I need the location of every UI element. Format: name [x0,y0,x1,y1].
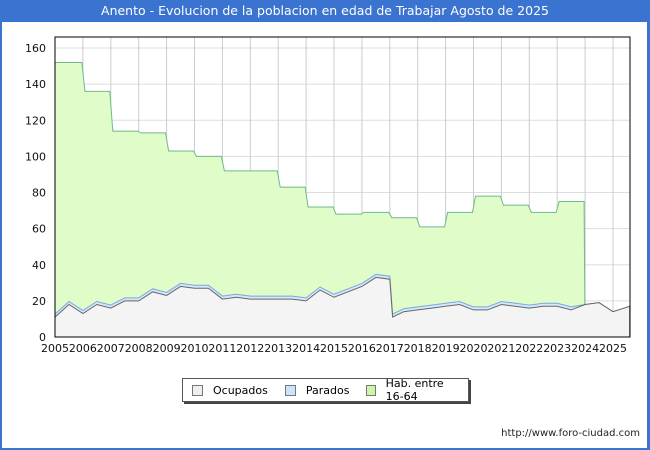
svg-text:2013: 2013 [264,342,292,355]
legend-item-parados: Parados [284,383,350,397]
chart-title: Anento - Evolucion de la poblacion en ed… [101,3,549,18]
svg-text:2021: 2021 [487,342,515,355]
svg-text:2020: 2020 [460,342,488,355]
svg-text:2019: 2019 [432,342,460,355]
svg-text:2014: 2014 [292,342,320,355]
svg-text:140: 140 [25,78,46,91]
svg-text:80: 80 [32,187,46,200]
svg-text:2007: 2007 [97,342,125,355]
legend-swatch-ocupados [192,384,203,396]
svg-text:2016: 2016 [348,342,376,355]
svg-text:2008: 2008 [125,342,153,355]
svg-text:160: 160 [25,42,46,55]
legend-item-ocupados: Ocupados [192,384,268,397]
svg-text:2023: 2023 [543,342,571,355]
legend-label: Ocupados [213,383,268,397]
svg-text:2022: 2022 [515,342,543,355]
legend: Ocupados Parados Hab. entre 16-64 [182,377,469,403]
svg-text:100: 100 [25,150,46,163]
svg-text:2009: 2009 [153,342,181,355]
svg-text:2012: 2012 [236,342,264,355]
svg-text:2015: 2015 [320,342,348,355]
svg-text:120: 120 [25,114,46,127]
svg-text:2006: 2006 [69,342,97,355]
svg-text:2024: 2024 [571,342,599,355]
svg-text:60: 60 [32,223,46,236]
legend-swatch-parados [284,384,296,396]
svg-text:2017: 2017 [376,342,404,355]
svg-text:40: 40 [32,259,46,272]
svg-text:2011: 2011 [208,342,236,355]
svg-text:20: 20 [32,295,46,308]
svg-text:2005: 2005 [41,342,69,355]
svg-text:0: 0 [39,331,46,344]
legend-label: Parados [305,383,350,397]
legend-item-hab: Hab. entre 16-64 [366,377,460,403]
legend-swatch-hab [366,384,376,396]
svg-text:2025: 2025 [599,342,627,355]
svg-text:2018: 2018 [404,342,432,355]
source-link[interactable]: http://www.foro-ciudad.com [501,428,640,439]
legend-label: Hab. entre 16-64 [385,377,444,403]
svg-text:2010: 2010 [181,342,209,355]
